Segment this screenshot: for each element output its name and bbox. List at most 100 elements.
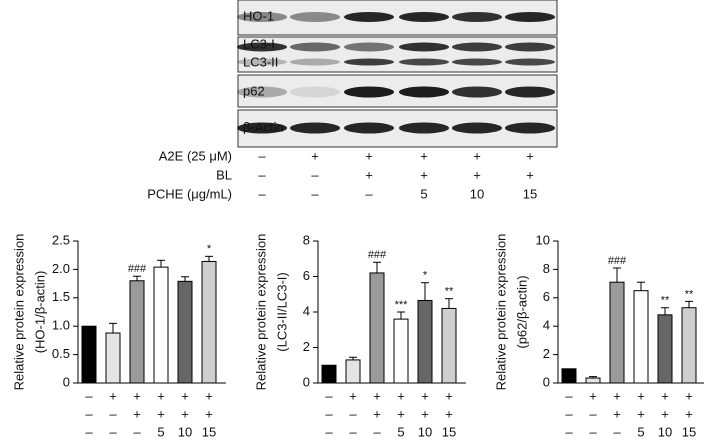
blot-band (237, 42, 287, 52)
significance: ** (661, 295, 670, 307)
condition-value: + (613, 388, 621, 403)
blot-band (290, 122, 340, 134)
blot-band (290, 86, 340, 98)
blot-band (505, 86, 555, 98)
blot-strip (237, 74, 558, 108)
condition-value: – (365, 186, 373, 201)
condition-value: + (397, 406, 405, 421)
y-tick-label: 0.5 (52, 346, 70, 361)
bar (369, 272, 385, 384)
bar (561, 368, 577, 384)
condition-value: 10 (178, 424, 192, 438)
bar (393, 318, 409, 384)
bar (321, 364, 337, 384)
condition-value: – (109, 406, 117, 421)
bar (129, 280, 145, 384)
condition-value: + (421, 388, 429, 403)
condition-value: + (637, 388, 645, 403)
condition-value: + (685, 406, 693, 421)
bar (441, 307, 457, 384)
y-axis-label: Relative protein expression (493, 234, 508, 391)
y-tick-label: 2 (303, 339, 310, 354)
blot-band (237, 86, 287, 98)
significance: * (423, 270, 428, 282)
blot-band (344, 122, 394, 134)
condition-value: – (613, 424, 621, 438)
condition-value: + (365, 148, 373, 163)
condition-value: – (565, 388, 573, 403)
condition-value: – (109, 424, 117, 438)
condition-value: + (181, 388, 189, 403)
y-tick-label: 0 (63, 374, 70, 389)
condition-value: + (661, 388, 669, 403)
condition-value: 15 (523, 186, 537, 201)
blot-band (452, 86, 502, 98)
condition-value: + (420, 167, 428, 182)
y-tick-label: 4 (303, 303, 310, 318)
condition-value: + (133, 406, 141, 421)
blot-band (399, 12, 449, 22)
bar (657, 314, 673, 384)
condition-value: 15 (202, 424, 216, 438)
blot-band (290, 58, 340, 66)
blot-band (237, 122, 287, 134)
y-tick-label: 2.5 (52, 232, 70, 247)
condition-value: + (613, 406, 621, 421)
condition-value: + (373, 406, 381, 421)
bar (417, 299, 433, 384)
y-axis-label: (p62/β-actin) (514, 275, 529, 348)
blot-band (344, 58, 394, 66)
y-tick-label: 1.0 (52, 318, 70, 333)
y-axis-label: Relative protein expression (11, 234, 26, 391)
condition-value: – (565, 406, 573, 421)
condition-value: – (133, 424, 141, 438)
condition-value: + (420, 148, 428, 163)
blot-band (505, 58, 555, 66)
condition-value: – (258, 167, 266, 182)
bar (345, 359, 361, 384)
condition-value: – (311, 167, 319, 182)
significance: ** (685, 288, 694, 300)
condition-value: + (181, 406, 189, 421)
y-axis-label: (HO-1/β-actin) (32, 271, 47, 354)
blot-band (505, 12, 555, 22)
condition-value: + (445, 388, 453, 403)
significance: * (207, 243, 212, 255)
condition-value: + (473, 148, 481, 163)
condition-value: – (325, 424, 333, 438)
condition-value: – (325, 406, 333, 421)
condition-value: – (373, 424, 381, 438)
condition-value: + (157, 388, 165, 403)
y-tick-label: 10 (536, 232, 550, 247)
blot-band (344, 12, 394, 22)
blot-band (399, 122, 449, 134)
y-tick-label: 1.5 (52, 289, 70, 304)
condition-value: 10 (470, 186, 484, 201)
y-tick-label: 0 (303, 374, 310, 389)
bar (105, 332, 121, 384)
condition-value: 5 (420, 186, 427, 201)
condition-value: 15 (682, 424, 696, 438)
condition-label: A2E (25 μM) (159, 148, 232, 163)
condition-value: – (589, 424, 597, 438)
condition-value: – (258, 148, 266, 163)
condition-value: + (157, 406, 165, 421)
condition-value: + (133, 388, 141, 403)
bar (201, 260, 217, 384)
condition-value: – (325, 388, 333, 403)
y-tick-label: 6 (543, 289, 550, 304)
y-axis-label: (LC3-II/LC3-I) (274, 272, 289, 351)
y-tick-label: 6 (303, 268, 310, 283)
blot-band (399, 42, 449, 52)
band-label: p62 (243, 83, 265, 98)
condition-value: – (85, 406, 93, 421)
condition-value: + (421, 406, 429, 421)
blot-band (344, 86, 394, 98)
band-label: LC3-I (243, 36, 275, 51)
condition-value: + (526, 148, 534, 163)
condition-value: 10 (418, 424, 432, 438)
condition-value: 5 (637, 424, 644, 438)
condition-value: – (85, 424, 93, 438)
bar (585, 377, 601, 384)
